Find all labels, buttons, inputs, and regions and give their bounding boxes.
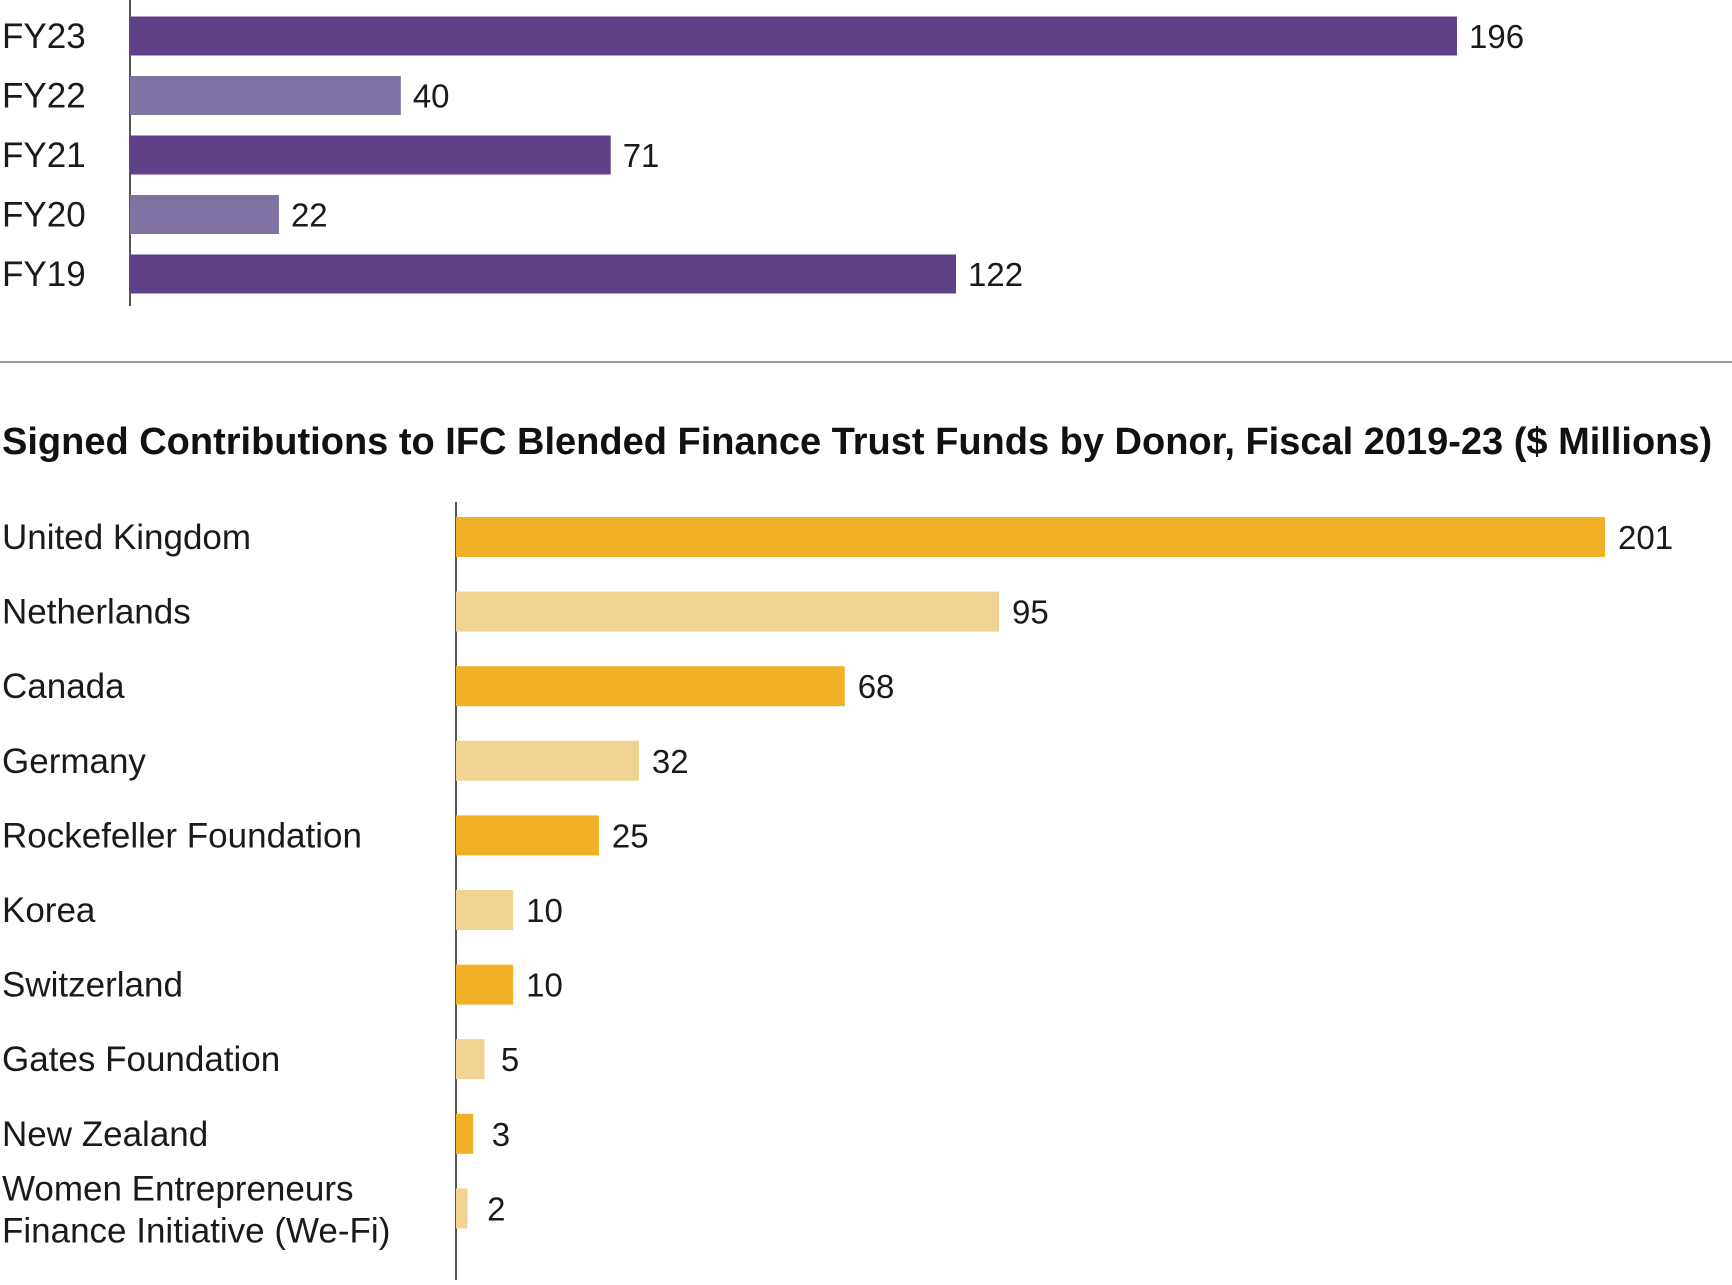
category-label-canada: Canada xyxy=(2,667,125,706)
bar-women-entrepreneurs-finance-initiative-we-fi xyxy=(456,1188,468,1229)
category-label-line: Switzerland xyxy=(2,966,183,1005)
bar-germany xyxy=(456,740,639,781)
bar-switzerland xyxy=(456,964,514,1005)
bar-fy23 xyxy=(130,16,1457,56)
bar-fy22 xyxy=(130,76,401,115)
category-label-new-zealand: New Zealand xyxy=(2,1115,208,1154)
category-label-switzerland: Switzerland xyxy=(2,966,183,1005)
category-label-women-entrepreneurs-finance-initiative-we-fi: Women Entrepreneurs Finance Initiative (W… xyxy=(2,1169,390,1250)
category-label-united-kingdom: United Kingdom xyxy=(2,518,251,557)
category-label-line: Canada xyxy=(2,667,125,706)
value-label-fy21: 71 xyxy=(623,137,660,174)
category-label-line: Finance Initiative (We-Fi) xyxy=(2,1211,390,1250)
value-label-fy20: 22 xyxy=(291,197,328,234)
fiscal-year-bar-chart: FY23 196 FY22 40 FY21 71 FY20 22 FY19 122 xyxy=(2,0,1524,306)
category-label-line: Rockefeller Foundation xyxy=(2,816,362,855)
category-label-fy20: FY20 xyxy=(2,196,86,235)
category-label-line: Netherlands xyxy=(2,593,191,632)
category-label-line: New Zealand xyxy=(2,1115,208,1154)
value-label-gates-foundation: 5 xyxy=(501,1041,519,1078)
category-label-fy19: FY19 xyxy=(2,255,86,294)
category-label-line: Women Entrepreneurs xyxy=(2,1169,353,1208)
value-label-netherlands: 95 xyxy=(1012,594,1049,631)
value-label-united-kingdom: 201 xyxy=(1618,519,1673,556)
value-label-fy23: 196 xyxy=(1469,18,1524,55)
bar-fy20 xyxy=(130,195,279,234)
bar-fy19 xyxy=(130,254,956,294)
value-label-canada: 68 xyxy=(858,668,895,705)
category-label-line: Korea xyxy=(2,891,96,930)
bar-gates-foundation xyxy=(456,1039,485,1080)
value-label-germany: 32 xyxy=(652,743,689,780)
value-label-women-entrepreneurs-finance-initiative-we-fi: 2 xyxy=(487,1190,505,1227)
value-label-rockefeller-foundation: 25 xyxy=(612,817,649,854)
bar-canada xyxy=(456,666,845,707)
category-label-korea: Korea xyxy=(2,891,96,930)
bar-rockefeller-foundation xyxy=(456,815,599,856)
category-label-line: Germany xyxy=(2,742,146,781)
value-label-fy19: 122 xyxy=(968,256,1023,293)
category-label-germany: Germany xyxy=(2,742,146,781)
category-label-gates-foundation: Gates Foundation xyxy=(2,1040,280,1079)
category-label-netherlands: Netherlands xyxy=(2,593,191,632)
category-label-rockefeller-foundation: Rockefeller Foundation xyxy=(2,816,362,855)
category-label-fy21: FY21 xyxy=(2,136,86,175)
value-label-korea: 10 xyxy=(526,892,563,929)
bar-netherlands xyxy=(456,591,1000,632)
category-label-line: Gates Foundation xyxy=(2,1040,280,1079)
value-label-fy22: 40 xyxy=(413,78,450,115)
bar-korea xyxy=(456,890,514,930)
value-label-new-zealand: 3 xyxy=(492,1116,510,1153)
bar-new-zealand xyxy=(456,1113,474,1154)
category-label-line: United Kingdom xyxy=(2,518,251,557)
chart-title: Signed Contributions to IFC Blended Fina… xyxy=(2,421,1712,463)
category-label-fy23: FY23 xyxy=(2,17,86,56)
bar-united-kingdom xyxy=(456,517,1605,557)
donor-bar-chart: United Kingdom 201 Netherlands 95 Canada 68 Ge… xyxy=(2,502,1673,1280)
value-label-switzerland: 10 xyxy=(526,967,563,1004)
bar-fy21 xyxy=(130,135,611,175)
category-label-fy22: FY22 xyxy=(2,77,86,116)
